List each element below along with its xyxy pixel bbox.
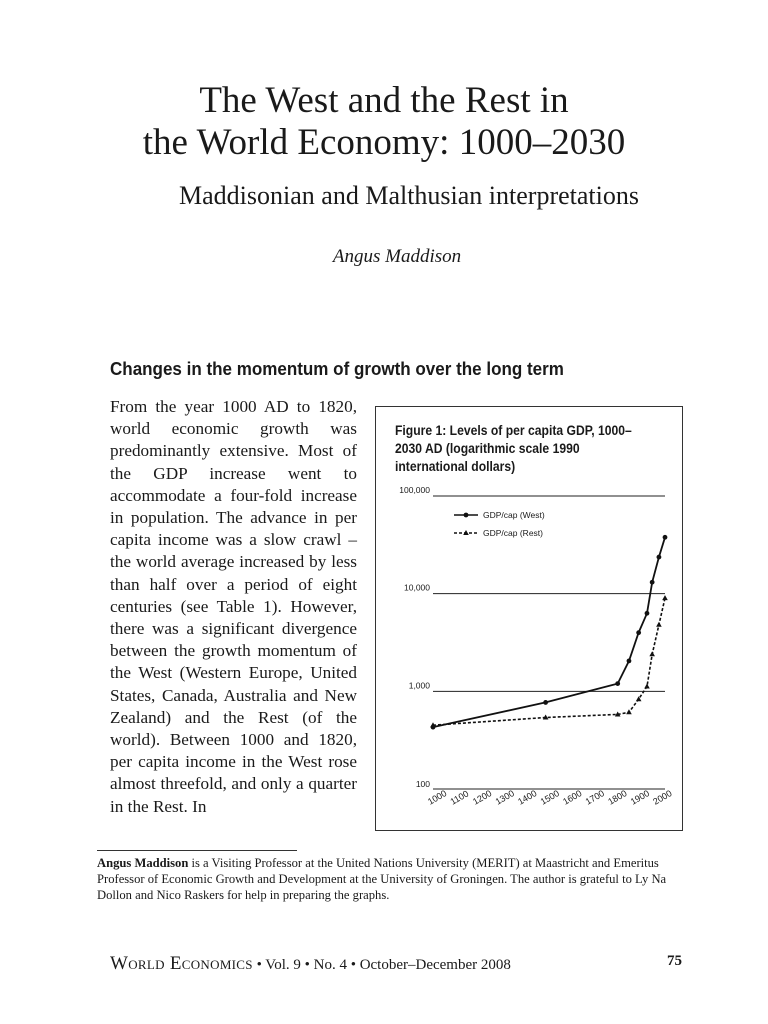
legend-label: GDP/cap (Rest) xyxy=(483,528,543,538)
x-tick-label: 1300 xyxy=(494,788,516,807)
data-point-rest xyxy=(614,711,621,717)
y-tick-label: 1,000 xyxy=(409,680,431,690)
title-line-1: The West and the Rest in xyxy=(199,80,569,121)
paper-title: The West and the Rest in the World Econo… xyxy=(0,80,768,164)
footnote-text: is a Visiting Professor at the United Na… xyxy=(97,856,667,902)
footnote: Angus Maddison is a Visiting Professor a… xyxy=(97,855,677,903)
data-point-west xyxy=(662,534,668,540)
section-heading: Changes in the momentum of growth over t… xyxy=(110,358,564,379)
y-tick-label: 100 xyxy=(416,779,430,789)
paper-subtitle: Maddisonian and Malthusian interpretatio… xyxy=(179,181,639,210)
journal-footer: World Economics • Vol. 9 • No. 4 • Octob… xyxy=(110,953,630,975)
title-line-2: the World Economy: 1000–2030 xyxy=(142,122,626,163)
data-point-rest xyxy=(656,621,662,627)
author-name: Angus Maddison xyxy=(332,246,462,267)
y-tick-label: 100,000 xyxy=(399,485,430,495)
footnote-rule xyxy=(97,850,297,851)
x-tick-label: 1900 xyxy=(629,788,651,807)
journal-details: • Vol. 9 • No. 4 • October–December 2008 xyxy=(252,957,511,973)
legend-marker-west xyxy=(463,512,469,518)
series-line-west xyxy=(432,537,666,728)
figure-1: Figure 1: Levels of per capita GDP, 1000… xyxy=(375,406,683,831)
figure-caption: Figure 1: Levels of per capita GDP, 1000… xyxy=(395,423,632,474)
data-point-rest xyxy=(430,722,436,728)
data-point-west xyxy=(656,554,662,560)
x-tick-label: 1400 xyxy=(516,788,538,807)
x-tick-label: 1500 xyxy=(539,788,561,807)
legend-label: GDP/cap (West) xyxy=(483,510,545,520)
data-point-rest xyxy=(649,651,655,657)
x-tick-label: 1200 xyxy=(471,788,493,807)
data-point-west xyxy=(626,658,632,664)
x-tick-label: 2000 xyxy=(651,788,673,807)
x-tick-label: 1000 xyxy=(426,788,448,807)
data-point-rest xyxy=(635,696,642,702)
data-point-west xyxy=(543,700,549,705)
data-point-west xyxy=(615,681,621,686)
journal-name: World Economics xyxy=(110,953,253,974)
x-tick-label: 1800 xyxy=(606,788,628,807)
data-point-rest xyxy=(662,595,668,601)
data-point-west xyxy=(636,630,642,636)
x-tick-label: 1600 xyxy=(561,788,583,807)
footnote-author-name: Angus Maddison xyxy=(97,856,189,870)
data-point-rest xyxy=(542,714,549,720)
y-tick-label: 10,000 xyxy=(404,583,430,593)
x-tick-label: 1700 xyxy=(584,788,606,807)
data-point-west xyxy=(644,610,650,616)
gdp-chart: 100 1,000 10,000 100,000 1000 1100 1200 1300 140… xyxy=(399,485,673,807)
data-point-rest xyxy=(626,709,632,715)
data-point-west xyxy=(649,579,655,585)
body-paragraph: From the year 1000 AD to 1820, world eco… xyxy=(110,397,357,816)
x-tick-label: 1100 xyxy=(449,788,471,806)
legend-marker-rest xyxy=(463,530,469,535)
data-point-rest xyxy=(644,683,650,689)
page-number: 75 xyxy=(667,953,682,969)
